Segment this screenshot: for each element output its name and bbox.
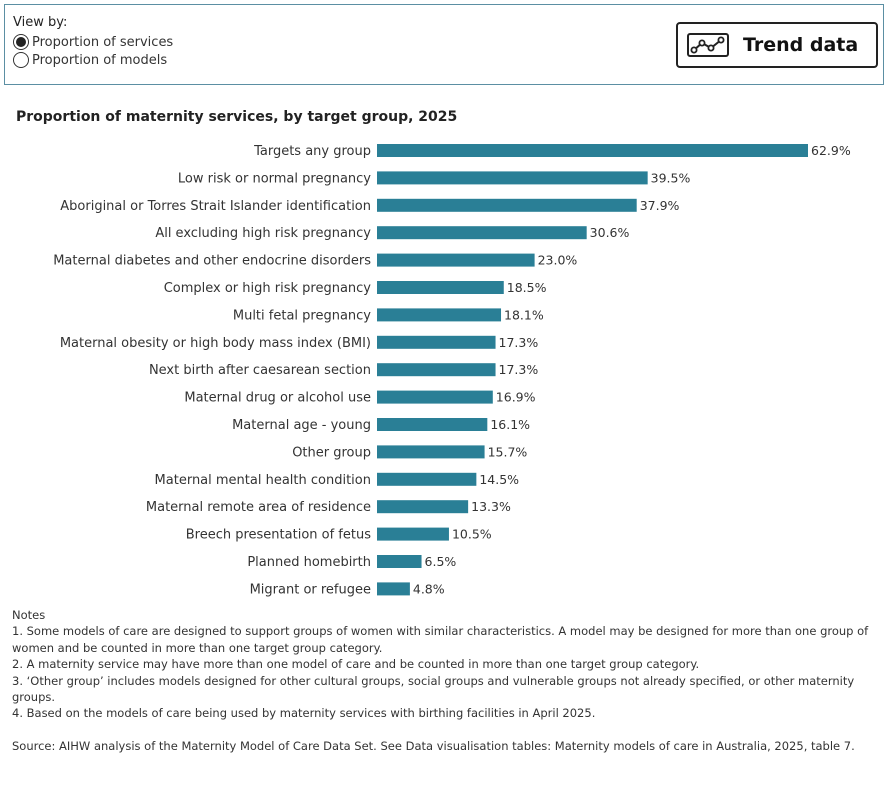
value-label: 17.3%	[499, 335, 539, 350]
category-label: Maternal mental health condition	[155, 473, 371, 488]
bar[interactable]	[377, 253, 535, 267]
value-label: 13.3%	[471, 499, 511, 514]
value-label: 30.6%	[590, 225, 630, 240]
bar[interactable]	[377, 527, 449, 541]
category-label: Migrant or refugee	[250, 582, 371, 597]
value-label: 17.3%	[499, 362, 539, 377]
radio-label-services: Proportion of services	[32, 34, 174, 50]
value-label: 23.0%	[538, 253, 578, 268]
trend-data-label: Trend data	[743, 34, 859, 56]
category-label: Other group	[292, 445, 371, 460]
bar[interactable]	[377, 226, 587, 240]
bar[interactable]	[377, 144, 808, 157]
bar[interactable]	[377, 418, 488, 431]
radio-proportion-of-services[interactable]: Proportion of services	[13, 34, 173, 50]
category-label: All excluding high risk pregnancy	[155, 226, 371, 241]
category-label: Maternal remote area of residence	[146, 500, 371, 515]
bar[interactable]	[377, 363, 496, 377]
bar[interactable]	[377, 500, 469, 514]
value-label: 62.9%	[811, 143, 851, 158]
view-by-panel: View by: Proportion of services Proporti…	[4, 4, 884, 85]
value-label: 6.5%	[425, 554, 457, 569]
value-label: 14.5%	[479, 472, 519, 487]
category-label: Maternal age - young	[232, 418, 371, 433]
value-label: 16.9%	[496, 390, 536, 405]
category-label: Complex or high risk pregnancy	[164, 281, 372, 296]
bar[interactable]	[377, 335, 496, 349]
bar[interactable]	[377, 445, 485, 459]
category-label: Multi fetal pregnancy	[233, 308, 371, 323]
bar[interactable]	[377, 308, 502, 322]
notes-section: Notes 1. Some models of care are designe…	[12, 607, 882, 754]
trend-data-button[interactable]: Trend data	[676, 22, 878, 68]
category-label: Maternal diabetes and other endocrine di…	[53, 254, 371, 269]
value-label: 18.5%	[507, 280, 547, 295]
notes-heading: Notes	[12, 608, 46, 622]
value-label: 39.5%	[651, 170, 691, 185]
category-label: Breech presentation of fetus	[186, 528, 371, 543]
category-label: Maternal drug or alcohol use	[184, 391, 371, 406]
note-4: 4. Based on the models of care being use…	[12, 706, 596, 721]
category-label: Low risk or normal pregnancy	[178, 171, 371, 186]
category-label: Targets any group	[253, 144, 371, 159]
category-label: Aboriginal or Torres Strait Islander ide…	[60, 199, 371, 214]
note-1: 1. Some models of care are designed to s…	[12, 624, 869, 655]
note-3: 3. ‘Other group’ includes models designe…	[12, 673, 855, 705]
radio-unselected-icon[interactable]	[13, 52, 29, 68]
category-label: Next birth after caesarean section	[149, 363, 371, 378]
view-by-label: View by:	[13, 15, 68, 30]
bar[interactable]	[377, 281, 504, 294]
value-label: 4.8%	[413, 581, 445, 596]
bar[interactable]	[377, 472, 477, 486]
note-2: 2. A maternity service may have more tha…	[12, 657, 700, 672]
bar[interactable]	[377, 171, 648, 185]
value-label: 37.9%	[640, 198, 680, 213]
bar-chart: Targets any group 62.9% Low risk or normal…	[53, 143, 851, 597]
value-label: 16.1%	[490, 417, 530, 432]
category-label: Maternal obesity or high body mass index…	[60, 336, 371, 351]
bar[interactable]	[377, 582, 410, 596]
bar[interactable]	[377, 555, 422, 568]
value-label: 15.7%	[488, 444, 528, 459]
value-label: 18.1%	[504, 307, 544, 322]
value-label: 10.5%	[452, 527, 492, 542]
category-label: Planned homebirth	[247, 555, 371, 570]
source-note: Source: AIHW analysis of the Maternity M…	[12, 738, 855, 753]
chart-title: Proportion of maternity services, by tar…	[16, 109, 458, 125]
trend-line-icon	[687, 33, 729, 57]
radio-proportion-of-models[interactable]: Proportion of models	[13, 52, 167, 68]
radio-selected-icon[interactable]	[13, 34, 29, 50]
bar[interactable]	[377, 390, 493, 404]
bar[interactable]	[377, 198, 637, 212]
radio-label-models: Proportion of models	[32, 52, 168, 68]
